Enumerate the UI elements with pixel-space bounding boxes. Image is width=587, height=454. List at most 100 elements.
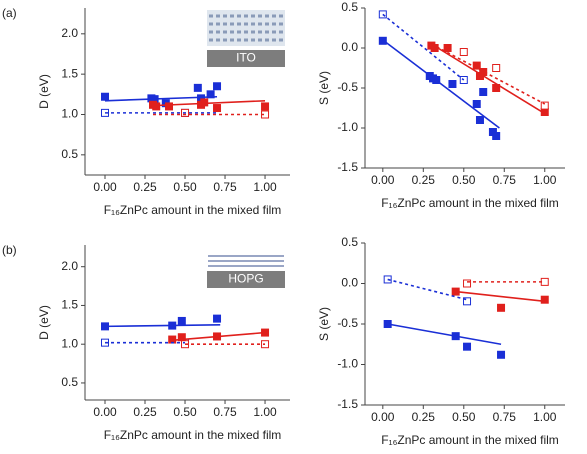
y-tick-label: -0.5 [337, 316, 358, 330]
data-point [540, 277, 549, 286]
molecule-rows [208, 255, 284, 267]
y-axis-label: D (eV) [37, 74, 51, 109]
substrate-box [207, 50, 285, 67]
y-tick-label: 1.5 [61, 66, 78, 80]
x-tick-label: 0.25 [133, 405, 157, 419]
data-point [497, 350, 506, 359]
x-axis-label: F₁₆ZnPc amount in the mixed film [381, 196, 559, 210]
y-tick-label: 0.5 [61, 147, 78, 161]
x-tick-label: 0.25 [412, 410, 436, 424]
y-tick-label: 0.5 [341, 0, 358, 14]
x-tick-label: 0.00 [93, 405, 117, 419]
data-point [472, 100, 481, 108]
y-axis-label: S (eV) [317, 71, 331, 105]
x-tick-label: 0.50 [173, 180, 197, 194]
data-point [540, 101, 549, 110]
x-tick-label: 0.00 [371, 173, 395, 187]
fit-line [455, 290, 545, 303]
data-point [448, 80, 457, 88]
data-point [177, 316, 186, 325]
x-tick-label: 0.00 [93, 180, 117, 194]
fit-line [387, 323, 502, 346]
x-axis-label: F₁₆ZnPc amount in the mixed film [104, 203, 282, 217]
data-point [213, 314, 222, 323]
data-point [443, 44, 452, 52]
x-tick-label: 1.00 [253, 180, 277, 194]
data-point [206, 90, 215, 99]
y-tick-label: 1.0 [61, 107, 78, 121]
x-tick-label: 0.50 [452, 173, 476, 187]
y-tick-label: 2.0 [61, 26, 78, 40]
y-tick-label: 0.5 [61, 375, 78, 389]
substrate-box [207, 271, 285, 288]
x-tick-label: 1.00 [253, 405, 277, 419]
data-point [213, 82, 222, 91]
data-point [152, 102, 161, 111]
substrate-label: HOPG [228, 272, 263, 286]
fit-line [382, 13, 465, 81]
y-tick-label: 2.0 [61, 259, 78, 273]
x-tick-label: 1.00 [533, 173, 557, 187]
panel: -1.5 -1.0 -0.5 0.0 0.5 0.00 0.25 0.50 0.75 1.00 F₁… [317, 0, 565, 210]
molecule-rows [209, 14, 283, 42]
data-point [193, 83, 202, 92]
panel: 0.5 1.0 1.5 2.0 0.00 0.25 0.50 0.75 1.00 F₁₆ZnPc … [2, 243, 290, 442]
fit-line [431, 43, 546, 105]
data-point [165, 102, 174, 111]
data-point [459, 48, 468, 56]
x-tick-label: 1.00 [533, 410, 557, 424]
data-point [540, 295, 549, 304]
x-tick-label: 0.25 [412, 173, 436, 187]
data-point [463, 279, 472, 288]
x-axis-label: F₁₆ZnPc amount in the mixed film [104, 428, 282, 442]
data-point [479, 88, 488, 96]
y-tick-label: -0.5 [337, 80, 358, 94]
data-point [463, 297, 472, 306]
fit-line [387, 278, 468, 301]
panel: 0.5 1.0 1.5 2.0 0.00 0.25 0.50 0.75 1.00 F₁₆ZnPc … [2, 6, 290, 217]
y-tick-label: -1.5 [337, 397, 358, 411]
y-axis-label: S (eV) [317, 307, 331, 341]
y-tick-label: 1.5 [61, 298, 78, 312]
substrate-label: ITO [236, 51, 256, 65]
data-point [463, 342, 472, 351]
y-tick-label: 1.0 [61, 336, 78, 350]
data-point [492, 64, 501, 72]
y-tick-label: -1.5 [337, 160, 358, 174]
fit-line [172, 331, 266, 342]
x-tick-label: 0.75 [213, 180, 237, 194]
fit-line [104, 324, 221, 328]
data-point [475, 116, 484, 124]
data-point [200, 98, 209, 107]
inset-hopg [207, 255, 285, 288]
x-tick-label: 0.00 [371, 410, 395, 424]
x-axis-label: F₁₆ZnPc amount in the mixed film [381, 433, 559, 447]
data-point [472, 61, 481, 70]
data-point [497, 303, 506, 312]
y-axis-label: D (eV) [37, 305, 51, 340]
x-tick-label: 0.50 [173, 405, 197, 419]
y-tick-label: 0.0 [341, 40, 358, 54]
y-tick-label: 0.5 [341, 235, 358, 249]
x-tick-label: 0.50 [452, 410, 476, 424]
y-tick-label: -1.0 [337, 120, 358, 134]
panel: -1.5 -1.0 -0.5 0.0 0.5 0.00 0.25 0.50 0.75 1.00 F₁… [317, 235, 565, 447]
inset-ito [207, 10, 285, 67]
y-tick-label: -1.0 [337, 357, 358, 371]
x-tick-label: 0.75 [493, 410, 517, 424]
data-point [492, 132, 501, 140]
panel-label: (a) [2, 6, 17, 20]
data-point [101, 92, 110, 101]
x-tick-label: 0.75 [213, 405, 237, 419]
fit-line [152, 99, 266, 107]
data-point [261, 102, 270, 111]
x-tick-label: 0.75 [493, 173, 517, 187]
fit-line [104, 95, 218, 102]
data-point [213, 104, 222, 113]
x-tick-label: 0.25 [133, 180, 157, 194]
y-tick-label: 0.0 [341, 276, 358, 290]
panel-label: (b) [2, 243, 17, 257]
fit-line [382, 39, 500, 129]
fit-line [430, 43, 546, 115]
